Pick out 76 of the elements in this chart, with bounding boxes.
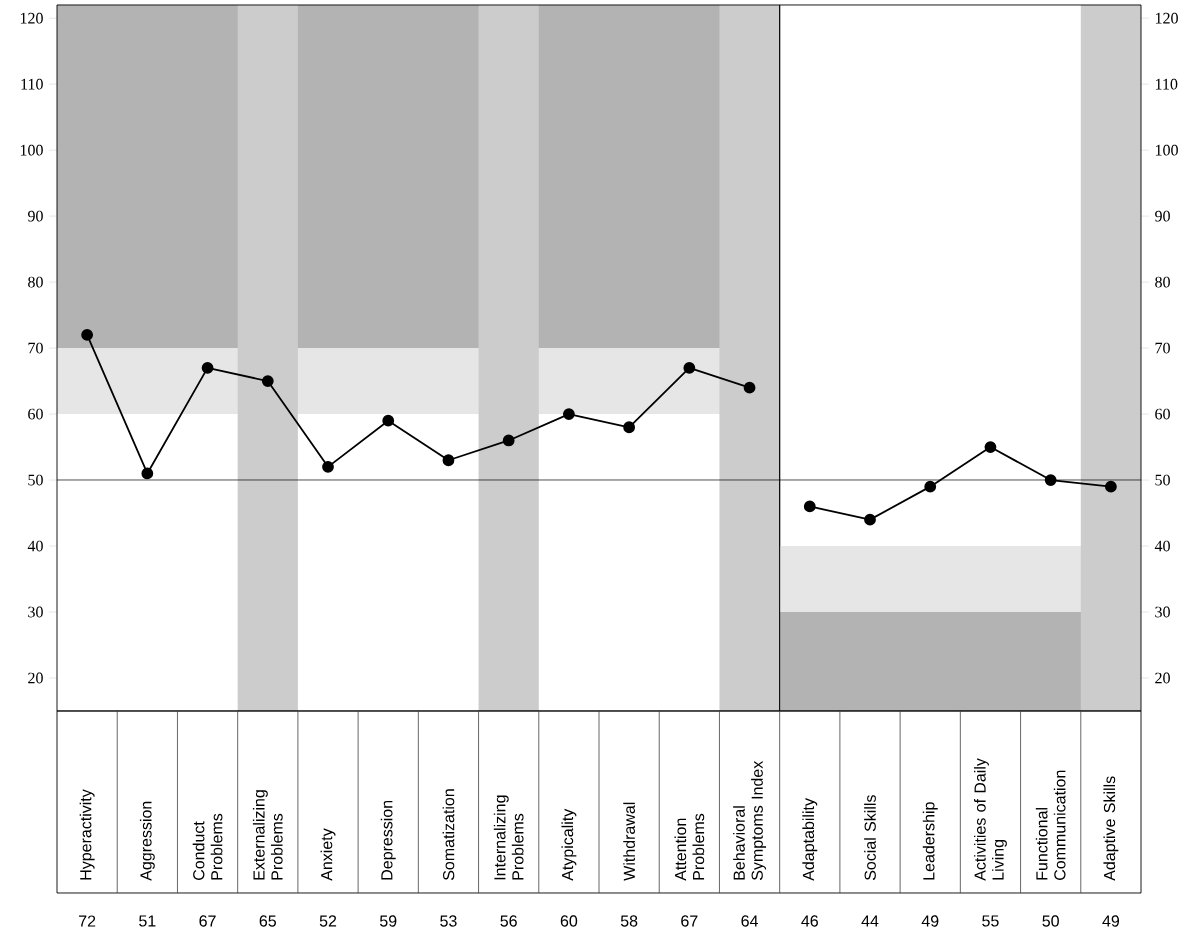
- point: [924, 480, 937, 493]
- data-label: 56: [500, 915, 517, 927]
- point: [442, 454, 455, 467]
- data-label: 67: [199, 915, 216, 927]
- point: [743, 381, 756, 394]
- point: [81, 328, 94, 341]
- data-label: 44: [861, 915, 879, 927]
- data-label: 55: [982, 915, 999, 927]
- x-tick-label: Somatization: [442, 789, 455, 881]
- point: [563, 408, 575, 420]
- y-tick-label: 20: [1155, 672, 1170, 684]
- y-tick-label: 120: [1155, 12, 1178, 24]
- point: [502, 434, 515, 447]
- data-label: 59: [379, 915, 397, 927]
- data-label: 51: [139, 915, 156, 927]
- y-tick-label: 80: [28, 276, 43, 288]
- point: [864, 513, 876, 526]
- point: [201, 361, 214, 374]
- x-tick-label: Adaptability: [802, 798, 818, 881]
- data-label: 60: [560, 915, 578, 927]
- y-tick-label: 60: [1155, 408, 1170, 420]
- data-label: 53: [440, 915, 457, 927]
- data-label: 64: [741, 915, 758, 927]
- point: [1044, 474, 1057, 486]
- point: [382, 414, 395, 427]
- x-tick-label: Hyperactivity: [79, 789, 95, 880]
- y-tick-label: 110: [21, 78, 43, 90]
- point: [1105, 480, 1117, 493]
- point: [141, 467, 154, 480]
- x-tick-label: Functional Communication: [1035, 770, 1066, 880]
- data-label: 65: [259, 915, 276, 927]
- y-tick-label: 30: [28, 606, 43, 618]
- point: [322, 460, 334, 473]
- x-tick-label: Attention Problems: [674, 813, 705, 881]
- y-tick-label: 50: [28, 474, 43, 486]
- y-tick-label: 40: [27, 540, 43, 552]
- point: [803, 500, 816, 513]
- x-tick-label: Externalizing Problems: [252, 790, 283, 880]
- point: [261, 375, 274, 387]
- y-tick-label: 90: [27, 210, 43, 222]
- x-tick-label: Leadership: [922, 802, 938, 880]
- data-label: 46: [801, 915, 818, 927]
- data-label: 50: [1042, 915, 1059, 927]
- x-tick-label: Social Skills: [864, 795, 876, 881]
- y-tick-label: 120: [20, 12, 43, 24]
- y-tick-label: 60: [28, 408, 43, 420]
- y-tick-label: 100: [20, 144, 43, 156]
- x-tick-label: Adaptive Skills: [1103, 776, 1119, 881]
- y-tick-label: 70: [28, 342, 43, 354]
- point: [984, 441, 997, 453]
- y-tick-label: 20: [28, 672, 43, 684]
- point: [623, 421, 636, 434]
- x-tick-label: Aggression: [139, 801, 155, 881]
- y-tick-label: 50: [1155, 474, 1170, 486]
- y-tick-label: 80: [1155, 276, 1170, 288]
- y-tick-label: 70: [1155, 342, 1170, 354]
- x-tick-label: Anxiety: [320, 828, 336, 881]
- y-tick-label: 110: [1155, 78, 1178, 90]
- x-tick-label: Behavioral Symptoms Index: [733, 760, 767, 881]
- data-label: 67: [681, 915, 698, 927]
- x-tick-label: Atypicality: [561, 808, 577, 881]
- data-label: 52: [319, 915, 337, 927]
- data-label: 49: [921, 915, 939, 927]
- y-tick-label: 40: [1154, 540, 1170, 552]
- x-tick-label: Withdrawal: [623, 802, 635, 881]
- y-tick-label: 100: [1155, 144, 1178, 156]
- y-tick-label: 30: [1155, 606, 1170, 618]
- x-tick-label: Conduct Problems: [192, 813, 223, 880]
- data-label: 72: [79, 915, 96, 927]
- x-tick-label: Depression: [380, 800, 396, 880]
- x-tick-label: Internalizing Problems: [493, 795, 524, 880]
- data-label: 58: [620, 915, 638, 927]
- point: [683, 361, 696, 374]
- x-tick-label: Activities of Daily Living: [974, 758, 1007, 881]
- y-tick-label: 90: [1155, 210, 1170, 222]
- data-label: 49: [1102, 915, 1120, 927]
